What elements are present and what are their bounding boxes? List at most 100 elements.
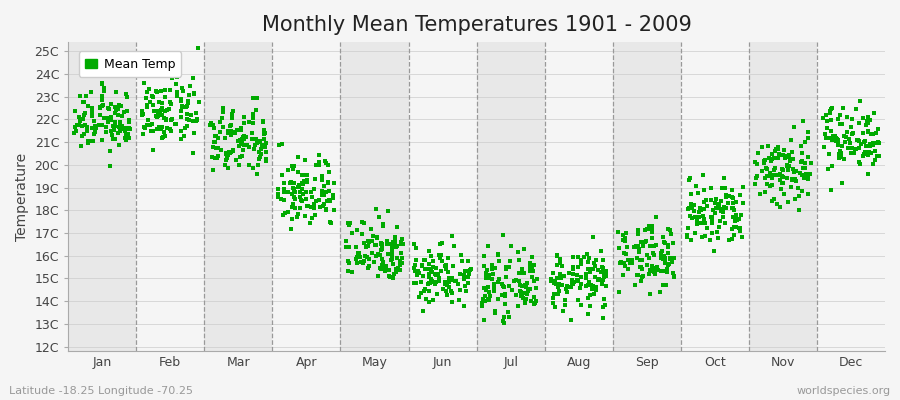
Point [794, 159, 808, 165]
Point [667, 273, 681, 280]
Point [81, 140, 95, 146]
Point [650, 264, 664, 270]
Point [642, 223, 656, 229]
Point [588, 274, 602, 280]
Point [416, 308, 430, 315]
Point [570, 272, 584, 278]
Point [116, 109, 130, 115]
Point [207, 125, 221, 132]
Point [547, 304, 562, 310]
Point [481, 284, 495, 290]
Point [748, 159, 762, 166]
Point [658, 260, 672, 266]
Point [565, 270, 580, 277]
Point [589, 286, 603, 293]
Point [187, 130, 202, 136]
Point [342, 222, 356, 228]
Point [254, 145, 268, 152]
Point [685, 204, 699, 211]
Point [285, 216, 300, 222]
Point [84, 138, 98, 144]
Point [286, 185, 301, 192]
Point [629, 272, 643, 278]
Point [244, 130, 258, 136]
Point [729, 224, 743, 230]
Point [360, 265, 374, 272]
Point [617, 250, 632, 257]
Point [302, 220, 317, 226]
Point [74, 142, 88, 149]
Point [155, 112, 169, 118]
Point [688, 214, 702, 220]
Point [425, 278, 439, 285]
Point [832, 150, 846, 157]
Point [829, 138, 843, 145]
Point [631, 227, 645, 234]
Point [102, 106, 116, 112]
Point [156, 134, 170, 140]
Point [435, 258, 449, 264]
Point [690, 217, 705, 223]
Point [77, 131, 92, 138]
Point [860, 129, 875, 136]
Point [596, 257, 610, 263]
Point [595, 263, 609, 270]
Point [386, 261, 400, 268]
Point [95, 97, 110, 104]
Point [821, 165, 835, 172]
Point [174, 128, 188, 135]
Point [496, 283, 510, 289]
Point [146, 128, 160, 134]
Point [112, 120, 127, 127]
Point [715, 184, 729, 191]
Point [547, 278, 562, 284]
Point [732, 216, 746, 223]
Point [698, 216, 712, 222]
Point [272, 141, 286, 148]
Bar [273, 42, 340, 351]
Point [797, 160, 812, 166]
Point [412, 270, 427, 276]
Point [816, 114, 831, 121]
Point [176, 88, 190, 94]
Bar [68, 42, 136, 351]
Point [119, 137, 133, 143]
Point [634, 264, 648, 270]
Point [216, 104, 230, 111]
Point [118, 128, 132, 134]
Point [517, 270, 531, 276]
Point [477, 316, 491, 323]
Point [394, 238, 409, 245]
Point [136, 131, 150, 137]
Point [585, 266, 599, 272]
Point [613, 260, 627, 266]
Point [565, 277, 580, 283]
Point [209, 133, 223, 140]
Point [295, 190, 310, 197]
Point [439, 288, 454, 294]
Point [496, 232, 510, 238]
Point [368, 242, 382, 248]
Point [315, 172, 329, 179]
Point [457, 268, 472, 274]
Point [395, 260, 410, 266]
Point [253, 138, 267, 145]
Point [290, 214, 304, 221]
Point [631, 272, 645, 278]
Point [705, 219, 719, 226]
Point [76, 116, 90, 122]
Point [819, 112, 833, 118]
Point [514, 289, 528, 296]
Point [158, 132, 173, 139]
Point [795, 172, 809, 178]
Point [237, 135, 251, 142]
Point [206, 144, 220, 150]
Point [411, 268, 426, 274]
Bar [477, 42, 544, 351]
Point [785, 148, 799, 155]
Point [845, 144, 859, 151]
Point [111, 130, 125, 136]
Point [653, 254, 668, 261]
Point [482, 293, 497, 300]
Point [365, 233, 380, 240]
